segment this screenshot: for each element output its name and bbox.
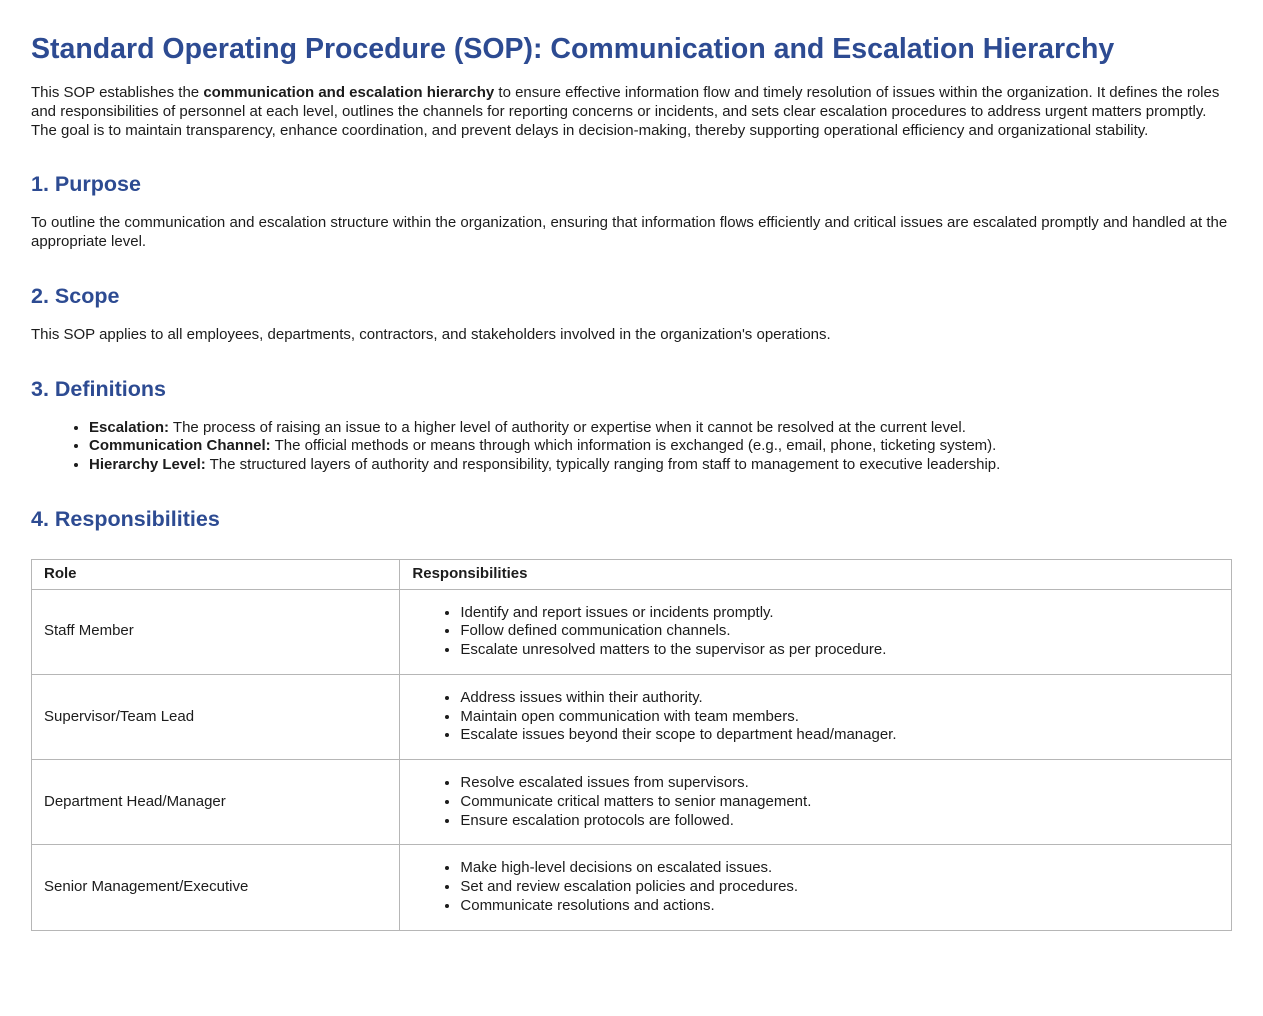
role-cell: Staff Member <box>30 588 401 675</box>
responsibility-item: Make high-level decisions on escalated i… <box>460 859 1219 878</box>
table-row-supervisor-team-lead: Supervisor/Team Lead Address issues with… <box>30 673 1232 761</box>
responsibilities-cell: Resolve escalated issues from supervisor… <box>399 758 1232 846</box>
responsibilities-table: Role Responsibilities Staff Member Ident… <box>30 558 1232 931</box>
section-heading-definitions: 3. Definitions <box>31 376 166 401</box>
responsibility-item: Communicate critical matters to senior m… <box>460 793 1219 812</box>
section-heading-scope: 2. Scope <box>31 283 120 308</box>
definition-item-communication-channel: Communication Channel: The official meth… <box>89 437 1232 456</box>
responsibilities-list: Address issues within their authority. M… <box>412 689 1219 745</box>
responsibilities-cell: Identify and report issues or incidents … <box>399 588 1232 675</box>
responsibility-item: Ensure escalation protocols are followed… <box>460 812 1219 831</box>
role-cell: Supervisor/Team Lead <box>30 673 401 761</box>
definition-item-hierarchy-level: Hierarchy Level: The structured layers o… <box>89 456 1232 475</box>
definitions-list: Escalation: The process of raising an is… <box>31 419 1232 475</box>
responsibility-item: Identify and report issues or incidents … <box>460 604 1219 623</box>
table-row-senior-management-executive: Senior Management/Executive Make high-le… <box>30 844 1232 931</box>
definition-item-escalation: Escalation: The process of raising an is… <box>89 419 1232 438</box>
table-row-staff-member: Staff Member Identify and report issues … <box>30 588 1232 675</box>
scope-paragraph: This SOP applies to all employees, depar… <box>31 325 831 343</box>
table-header-row: Role Responsibilities <box>30 558 1232 590</box>
table-header-responsibilities: Responsibilities <box>399 558 1232 590</box>
responsibilities-list: Resolve escalated issues from supervisor… <box>412 774 1219 830</box>
role-cell: Senior Management/Executive <box>30 844 401 931</box>
responsibility-item: Follow defined communication channels. <box>460 622 1219 641</box>
responsibilities-list: Make high-level decisions on escalated i… <box>412 859 1219 915</box>
responsibility-item: Communicate resolutions and actions. <box>460 897 1219 916</box>
table-row-department-head-manager: Department Head/Manager Resolve escalate… <box>30 758 1232 846</box>
responsibility-item: Set and review escalation policies and p… <box>460 878 1219 897</box>
intro-paragraph: This SOP establishes the communication a… <box>31 84 1220 139</box>
purpose-paragraph: To outline the communication and escalat… <box>31 214 1228 250</box>
responsibility-item: Maintain open communication with team me… <box>460 708 1219 727</box>
page-title: Standard Operating Procedure (SOP): Comm… <box>31 33 1115 65</box>
responsibility-item: Escalate issues beyond their scope to de… <box>460 726 1219 745</box>
responsibilities-cell: Address issues within their authority. M… <box>399 673 1232 761</box>
responsibility-item: Resolve escalated issues from supervisor… <box>460 774 1219 793</box>
section-heading-purpose: 1. Purpose <box>31 172 141 197</box>
responsibilities-cell: Make high-level decisions on escalated i… <box>399 844 1232 931</box>
responsibilities-list: Identify and report issues or incidents … <box>412 604 1219 660</box>
table-header-role: Role <box>30 558 401 590</box>
section-heading-responsibilities: 4. Responsibilities <box>31 506 220 531</box>
responsibility-item: Address issues within their authority. <box>460 689 1219 708</box>
responsibility-item: Escalate unresolved matters to the super… <box>460 641 1219 660</box>
role-cell: Department Head/Manager <box>30 758 401 846</box>
document: Standard Operating Procedure (SOP): Comm… <box>0 0 1263 941</box>
